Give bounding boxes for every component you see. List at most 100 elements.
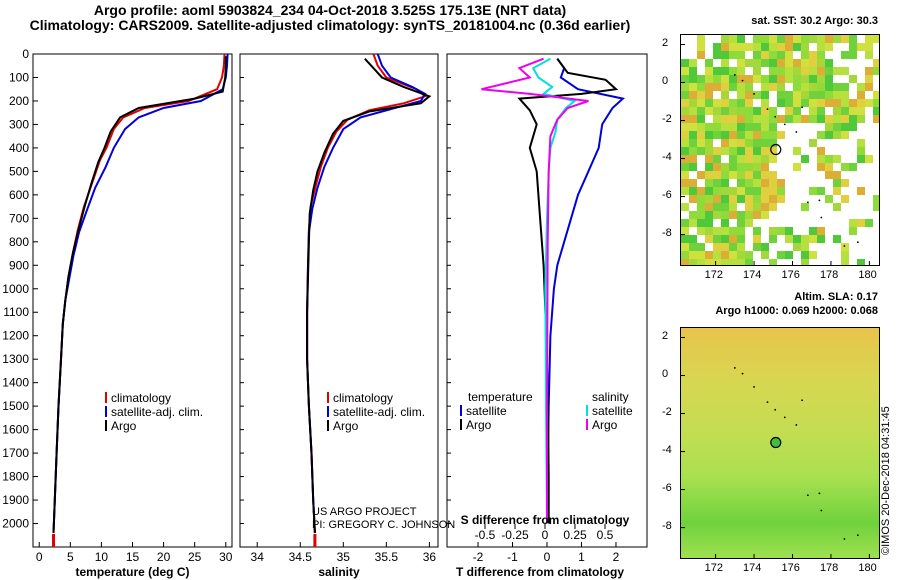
sst-cell: [729, 155, 737, 163]
y-tick-label: 1900: [2, 493, 29, 507]
island-dot: [806, 201, 809, 204]
x-tick-label: -2: [473, 550, 484, 564]
sst-cell: [849, 43, 857, 51]
sst-cell: [737, 187, 745, 195]
y-tick-label: 1000: [2, 282, 29, 296]
sst-cell: [705, 179, 713, 187]
sst-cell: [873, 99, 879, 107]
sst-cell: [801, 91, 809, 99]
sst-cell: [697, 187, 705, 195]
sst-cell: [745, 187, 753, 195]
sst-cell: [841, 51, 849, 59]
sst-cell: [737, 115, 745, 123]
sst-cell: [713, 179, 721, 187]
island-dot: [806, 494, 809, 497]
sst-cell: [745, 219, 753, 227]
sst-cell: [793, 235, 801, 243]
sst-cell: [737, 259, 745, 265]
sst-cell: [809, 51, 817, 59]
sst-cell: [865, 83, 873, 91]
sst-cell: [721, 171, 729, 179]
sst-cell: [777, 187, 785, 195]
sst-cell: [849, 123, 857, 131]
sst-cell: [729, 187, 737, 195]
sst-cell: [833, 171, 841, 179]
sst-cell: [713, 203, 721, 211]
sst-cell: [689, 115, 697, 123]
sst-cell: [793, 107, 801, 115]
x-tick-label: 25: [188, 550, 202, 564]
sst-cell: [705, 163, 713, 171]
sst-cell: [841, 195, 849, 203]
sst-cell: [785, 107, 793, 115]
island-dot: [801, 399, 804, 402]
sst-cell: [689, 219, 697, 227]
credits-pi: PI: GREGORY C. JOHNSON: [312, 519, 455, 531]
sst-cell: [817, 107, 825, 115]
sst-cell: [745, 163, 753, 171]
sst-cell: [737, 251, 745, 259]
sst-cell: [689, 99, 697, 107]
sst-cell: [761, 123, 769, 131]
sst-cell: [817, 155, 825, 163]
x-tick-label: 34.5: [289, 550, 313, 564]
s-tick-label: 0: [542, 528, 549, 542]
sst-cell: [793, 91, 801, 99]
sst-cell: [857, 187, 865, 195]
y-tick-label: 1400: [2, 376, 29, 390]
sst-cell: [801, 115, 809, 123]
x-tick-label: 1: [578, 550, 585, 564]
sst-cell: [745, 179, 753, 187]
sst-cell: [745, 259, 753, 265]
sst-cell: [769, 35, 777, 43]
sst-cell: [713, 155, 721, 163]
sst-cell: [817, 59, 825, 67]
sst-cell: [745, 123, 753, 131]
sst-cell: [753, 155, 761, 163]
sst-cell: [737, 139, 745, 147]
map-x-tick-label: 178: [819, 562, 839, 574]
sst-cell: [681, 203, 689, 211]
x-tick-label: 0: [36, 550, 43, 564]
sst-cell: [721, 195, 729, 203]
sst-cell: [705, 123, 713, 131]
sst-cell: [777, 51, 785, 59]
sst-cell: [849, 107, 857, 115]
sst-cell: [817, 35, 825, 43]
island-dot: [741, 372, 744, 375]
sst-cell: [793, 75, 801, 83]
sst-cell: [745, 131, 753, 139]
sst-cell: [793, 35, 801, 43]
sst-cell: [745, 83, 753, 91]
sst-cell: [753, 51, 761, 59]
float-position-marker: [770, 436, 782, 449]
sst-cell: [849, 35, 857, 43]
sst-cell: [745, 115, 753, 123]
sst-cell: [705, 259, 713, 265]
y-tick-label: 1700: [2, 446, 29, 460]
sst-cell: [769, 67, 777, 75]
y-tick-label: 300: [9, 117, 29, 131]
sst-cell: [873, 203, 879, 211]
sst-cell: [817, 115, 825, 123]
sst-cell: [721, 115, 729, 123]
sst-cell: [681, 91, 689, 99]
sst-cell: [713, 259, 721, 265]
map-y-tick-label: 2: [662, 329, 669, 342]
sst-cell: [745, 107, 753, 115]
sst-cell: [729, 259, 737, 265]
island-dot: [753, 93, 755, 95]
sst-cell: [841, 99, 849, 107]
sst-cell: [713, 227, 721, 235]
sst-cell: [865, 219, 873, 227]
sst-cell: [737, 91, 745, 99]
sst-cell: [849, 219, 857, 227]
sst-cell: [761, 195, 769, 203]
sst-cell: [697, 131, 705, 139]
sst-cell: [761, 187, 769, 195]
sst-cell: [745, 251, 753, 259]
sst-cell: [825, 115, 833, 123]
header-line-2: Climatology: CARS2009. Satellite-adjuste…: [29, 17, 631, 33]
sst-cell: [689, 75, 697, 83]
sst-cell: [769, 235, 777, 243]
